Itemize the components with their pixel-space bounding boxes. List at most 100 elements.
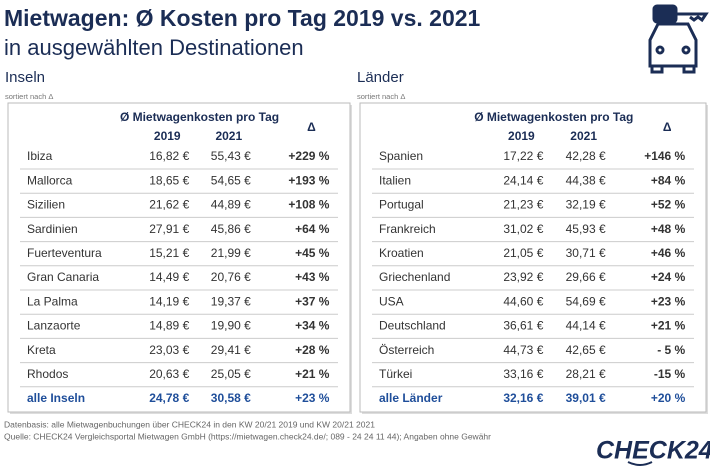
delta-cell: +24 % bbox=[651, 270, 686, 284]
row-label: Spanien bbox=[379, 149, 423, 163]
row-label: Griechenland bbox=[379, 270, 450, 284]
car-key-icon bbox=[648, 4, 709, 74]
cell: 30,71 € bbox=[566, 246, 606, 260]
delta-cell: +43 % bbox=[295, 270, 330, 284]
source-note: Quelle: CHECK24 Vergleichsportal Mietwag… bbox=[4, 431, 491, 441]
delta-cell: +45 % bbox=[295, 246, 330, 260]
row-label: Mallorca bbox=[27, 173, 73, 187]
delta-cell: +23 % bbox=[651, 294, 686, 308]
delta-cell: +21 % bbox=[295, 367, 330, 381]
row-label: alle Länder bbox=[379, 391, 443, 405]
cell: 55,43 € bbox=[211, 149, 251, 163]
delta-cell: +84 % bbox=[651, 173, 686, 187]
cell: 14,19 € bbox=[149, 294, 189, 308]
column-group: Ø Mietwagenkosten pro Tag bbox=[120, 110, 279, 124]
cell: 24,14 € bbox=[503, 173, 543, 187]
delta-cell: +46 % bbox=[651, 246, 686, 260]
cell: 44,14 € bbox=[566, 319, 606, 333]
cell: 44,38 € bbox=[566, 173, 606, 187]
row-label: Kroatien bbox=[379, 246, 424, 260]
delta-cell: +193 % bbox=[288, 173, 329, 187]
cell: 44,89 € bbox=[211, 198, 251, 212]
column-header: 2021 bbox=[570, 129, 597, 143]
cell: 54,69 € bbox=[566, 294, 606, 308]
column-header: Δ bbox=[307, 120, 316, 134]
row-label: Gran Canaria bbox=[27, 270, 99, 284]
row-label: Türkei bbox=[379, 367, 412, 381]
cell: 45,93 € bbox=[566, 222, 606, 236]
cell: 23,03 € bbox=[149, 343, 189, 357]
cell: 25,05 € bbox=[211, 367, 251, 381]
cell: 21,62 € bbox=[149, 198, 189, 212]
row-label: Lanzaorte bbox=[27, 319, 81, 333]
cell: 54,65 € bbox=[211, 173, 251, 187]
cell: 32,16 € bbox=[503, 391, 543, 405]
row-label: Rhodos bbox=[27, 367, 68, 381]
delta-cell: +108 % bbox=[288, 198, 329, 212]
column-header: 2019 bbox=[508, 129, 535, 143]
delta-cell: +52 % bbox=[651, 198, 686, 212]
delta-cell: -15 % bbox=[654, 367, 686, 381]
cell: 20,63 € bbox=[149, 367, 189, 381]
cell: 21,99 € bbox=[211, 246, 251, 260]
cell: 44,60 € bbox=[503, 294, 543, 308]
sort-note: sortiert nach Δ bbox=[5, 92, 53, 101]
cell: 36,61 € bbox=[503, 319, 543, 333]
cell: 19,90 € bbox=[211, 319, 251, 333]
cell: 30,58 € bbox=[211, 391, 251, 405]
cell: 29,41 € bbox=[211, 343, 251, 357]
column-header: 2021 bbox=[215, 129, 242, 143]
cell: 21,05 € bbox=[503, 246, 543, 260]
row-label: Deutschland bbox=[379, 319, 446, 333]
row-label: Sizilien bbox=[27, 198, 65, 212]
subtitle: in ausgewählten Destinationen bbox=[4, 35, 304, 60]
table-box bbox=[7, 102, 351, 413]
delta-cell: +20 % bbox=[651, 391, 686, 405]
cell: 14,89 € bbox=[149, 319, 189, 333]
delta-cell: +64 % bbox=[295, 222, 330, 236]
section-heading: Länder bbox=[357, 69, 404, 86]
cell: 31,02 € bbox=[503, 222, 543, 236]
cell: 16,82 € bbox=[149, 149, 189, 163]
source-note: Datenbasis: alle Mietwagenbuchungen über… bbox=[4, 419, 375, 429]
row-label: Sardinien bbox=[27, 222, 78, 236]
delta-cell: +23 % bbox=[295, 391, 330, 405]
cell: 33,16 € bbox=[503, 367, 543, 381]
row-label: Italien bbox=[379, 173, 411, 187]
cell: 18,65 € bbox=[149, 173, 189, 187]
table-box bbox=[359, 102, 707, 413]
cell: 21,23 € bbox=[503, 198, 543, 212]
delta-cell: +37 % bbox=[295, 294, 330, 308]
delta-cell: +48 % bbox=[651, 222, 686, 236]
row-label: alle Inseln bbox=[27, 391, 85, 405]
cell: 19,37 € bbox=[211, 294, 251, 308]
logo: CHECK24 bbox=[596, 437, 710, 465]
cell: 14,49 € bbox=[149, 270, 189, 284]
cell: 32,19 € bbox=[566, 198, 606, 212]
cell: 17,22 € bbox=[503, 149, 543, 163]
column-group: Ø Mietwagenkosten pro Tag bbox=[474, 110, 633, 124]
delta-cell: +28 % bbox=[295, 343, 330, 357]
column-header: 2019 bbox=[154, 129, 181, 143]
row-label: Frankreich bbox=[379, 222, 436, 236]
cell: 20,76 € bbox=[211, 270, 251, 284]
logo-smile bbox=[627, 461, 653, 466]
title: Mietwagen: Ø Kosten pro Tag 2019 vs. 202… bbox=[4, 5, 481, 31]
row-label: Österreich bbox=[379, 343, 434, 357]
row-label: USA bbox=[379, 294, 404, 308]
delta-cell: +229 % bbox=[288, 149, 329, 163]
cell: 45,86 € bbox=[211, 222, 251, 236]
row-label: Ibiza bbox=[27, 149, 53, 163]
row-label: Kreta bbox=[27, 343, 56, 357]
row-label: La Palma bbox=[27, 294, 78, 308]
cell: 24,78 € bbox=[149, 391, 189, 405]
cell: 28,21 € bbox=[566, 367, 606, 381]
cell: 15,21 € bbox=[149, 246, 189, 260]
row-label: Fuerteventura bbox=[27, 246, 102, 260]
cell: 27,91 € bbox=[149, 222, 189, 236]
row-label: Portugal bbox=[379, 198, 424, 212]
cell: 42,65 € bbox=[566, 343, 606, 357]
delta-cell: +146 % bbox=[644, 149, 685, 163]
sort-note: sortiert nach Δ bbox=[357, 92, 405, 101]
